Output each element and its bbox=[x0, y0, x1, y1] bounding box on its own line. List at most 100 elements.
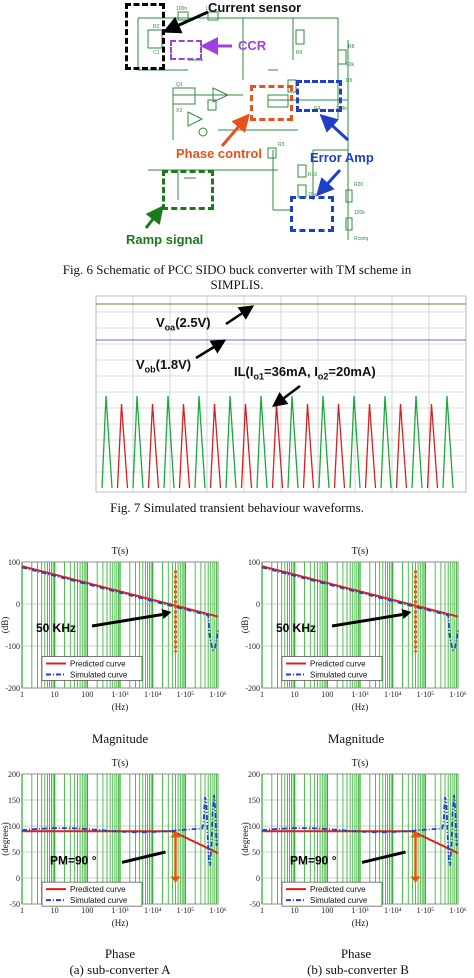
plot-title: T(s) bbox=[112, 758, 129, 769]
label-voa-value: (2.5V) bbox=[175, 315, 211, 330]
y-tick-label: 0 bbox=[256, 874, 260, 883]
x-tick-label: 100 bbox=[321, 690, 333, 699]
fig7-caption: Fig. 7 Simulated transient behaviour wav… bbox=[110, 500, 364, 515]
panel-ph-a: T(s) 200 150 100 50 0 -50 1 10 100 1·10³ 1·10⁴ 1·10⁵… bbox=[0, 752, 235, 967]
y-tick-label: -50 bbox=[9, 900, 20, 909]
svg-text:90k: 90k bbox=[346, 62, 355, 68]
legend-box bbox=[281, 881, 383, 907]
fig6-caption-line1: Fig. 6 Schematic of PCC SIDO buck conver… bbox=[62, 262, 412, 277]
annotation-arrow bbox=[361, 850, 406, 864]
x-tick-label: 1·10⁶ bbox=[209, 690, 227, 699]
y-tick-label: -100 bbox=[5, 642, 20, 651]
x-tick-label: 1·10⁶ bbox=[449, 906, 467, 915]
label-vob-main: V bbox=[136, 357, 145, 372]
y-tick-label: 0 bbox=[16, 600, 20, 609]
svg-text:R6: R6 bbox=[346, 78, 353, 84]
inductor-current-pulse bbox=[225, 395, 237, 489]
label-il-mid: =36mA, I bbox=[264, 364, 318, 379]
mag-a-label: Magnitude bbox=[91, 731, 149, 746]
inductor-current-pulse bbox=[442, 395, 454, 489]
legend-box bbox=[41, 656, 143, 681]
svg-text:R16: R16 bbox=[308, 172, 317, 178]
inductor-current-pulse bbox=[116, 403, 129, 489]
inductor-current-pulse bbox=[101, 395, 113, 489]
legend-box bbox=[41, 881, 143, 907]
y-tick-label: 150 bbox=[8, 796, 20, 805]
error-amp-box-bottom bbox=[290, 196, 334, 232]
y-tick-label: 0 bbox=[256, 600, 260, 609]
callout-current-sensor: Current sensor bbox=[208, 0, 302, 15]
x-tick-label: 100 bbox=[81, 906, 93, 915]
x-tick-label: 1·10³ bbox=[111, 690, 129, 699]
x-tick-label: 10 bbox=[51, 690, 59, 699]
inductor-current-pulse bbox=[318, 395, 330, 489]
simulated-curve bbox=[21, 566, 219, 652]
callout-ramp-signal: Ramp signal bbox=[126, 232, 204, 247]
predicted-curve bbox=[262, 830, 459, 854]
x-tick-label: 1·10⁶ bbox=[449, 690, 467, 699]
svg-text:Rcomp: Rcomp bbox=[354, 236, 368, 242]
inductor-current-pulse bbox=[349, 395, 361, 489]
x-axis-label: (Hz) bbox=[112, 918, 129, 928]
y-axis-label: (dB) bbox=[240, 617, 250, 634]
annotation-arrow bbox=[331, 612, 406, 628]
phase-control-box bbox=[250, 85, 293, 121]
plot-title: T(s) bbox=[112, 546, 129, 557]
x-tick-label: 1·10³ bbox=[351, 906, 369, 915]
legend-simulated-label: Simulated curve bbox=[310, 671, 368, 680]
label-voa: Voa(2.5V) bbox=[156, 315, 211, 333]
x-tick-label: 1·10⁴ bbox=[144, 906, 162, 915]
annotation-text: PM=90 ° bbox=[290, 853, 337, 867]
pm-arrowhead-bottom bbox=[170, 876, 181, 883]
svg-text:R2: R2 bbox=[153, 24, 160, 30]
simulated-curve bbox=[261, 566, 459, 652]
y-tick-label: 100 bbox=[248, 558, 260, 567]
x-tick-label: 100 bbox=[321, 906, 333, 915]
x-tick-label: 1·10⁴ bbox=[384, 690, 402, 699]
y-tick-label: 200 bbox=[248, 770, 260, 779]
y-tick-label: -100 bbox=[245, 642, 260, 651]
label-il-prefix: IL(I bbox=[234, 364, 254, 379]
label-voa-sub: oa bbox=[164, 322, 176, 333]
svg-text:R20: R20 bbox=[354, 182, 363, 188]
label-voa-main: V bbox=[156, 315, 165, 330]
panel-mag-b: T(s) 100 0 -100 -200 1 10 100 1·10³ 1·10⁴ 1·10⁵ 1·1… bbox=[240, 540, 474, 755]
x-axis-label: (Hz) bbox=[112, 702, 129, 712]
svg-text:X3: X3 bbox=[176, 108, 182, 114]
x-tick-label: 1 bbox=[260, 906, 264, 915]
ph-a-label: Phase bbox=[104, 946, 136, 961]
x-tick-label: 1·10⁶ bbox=[209, 906, 227, 915]
ramp-signal-box bbox=[162, 170, 214, 210]
legend-predicted-label: Predicted curve bbox=[70, 885, 126, 894]
legend-simulated-label: Simulated curve bbox=[70, 896, 128, 905]
legend-simulated-label: Simulated curve bbox=[310, 896, 368, 905]
inductor-current-pulse bbox=[395, 403, 408, 489]
y-tick-label: -200 bbox=[5, 684, 20, 693]
sub-a-caption: (a) sub-converter A bbox=[69, 962, 171, 977]
x-tick-label: 1·10⁵ bbox=[177, 906, 195, 915]
svg-text:100n: 100n bbox=[176, 6, 187, 12]
panel-mag-a: T(s) 100 0 -100 -200 1 10 100 1·10³ 1·10⁴ 1·10⁵ 1·1… bbox=[0, 540, 235, 755]
annotation-text: 50 KHz bbox=[276, 621, 316, 635]
fig6-arrows bbox=[144, 10, 350, 229]
x-axis-label: (Hz) bbox=[352, 702, 369, 712]
y-tick-label: 150 bbox=[248, 796, 260, 805]
svg-text:120k: 120k bbox=[354, 210, 365, 216]
inductor-current-pulse bbox=[333, 403, 346, 489]
x-tick-label: 10 bbox=[51, 906, 59, 915]
inductor-current-pulse bbox=[163, 395, 175, 489]
sub-b-caption: (b) sub-converter B bbox=[307, 962, 409, 977]
simulated-curve bbox=[261, 794, 458, 866]
callout-error-amp: Error Amp bbox=[310, 150, 374, 165]
y-axis-label: (degrees) bbox=[240, 822, 250, 855]
legend-predicted-label: Predicted curve bbox=[310, 660, 366, 669]
callout-ccr: CCR bbox=[238, 38, 267, 53]
fig7-arrows bbox=[195, 305, 301, 407]
callout-phase-control: Phase control bbox=[176, 146, 262, 161]
svg-text:R8: R8 bbox=[348, 44, 355, 50]
x-tick-label: 10 bbox=[291, 906, 299, 915]
pm-arrowhead-top bbox=[410, 831, 421, 838]
label-vob-value: (1.8V) bbox=[155, 357, 192, 372]
inductor-current-pulse bbox=[209, 403, 222, 489]
